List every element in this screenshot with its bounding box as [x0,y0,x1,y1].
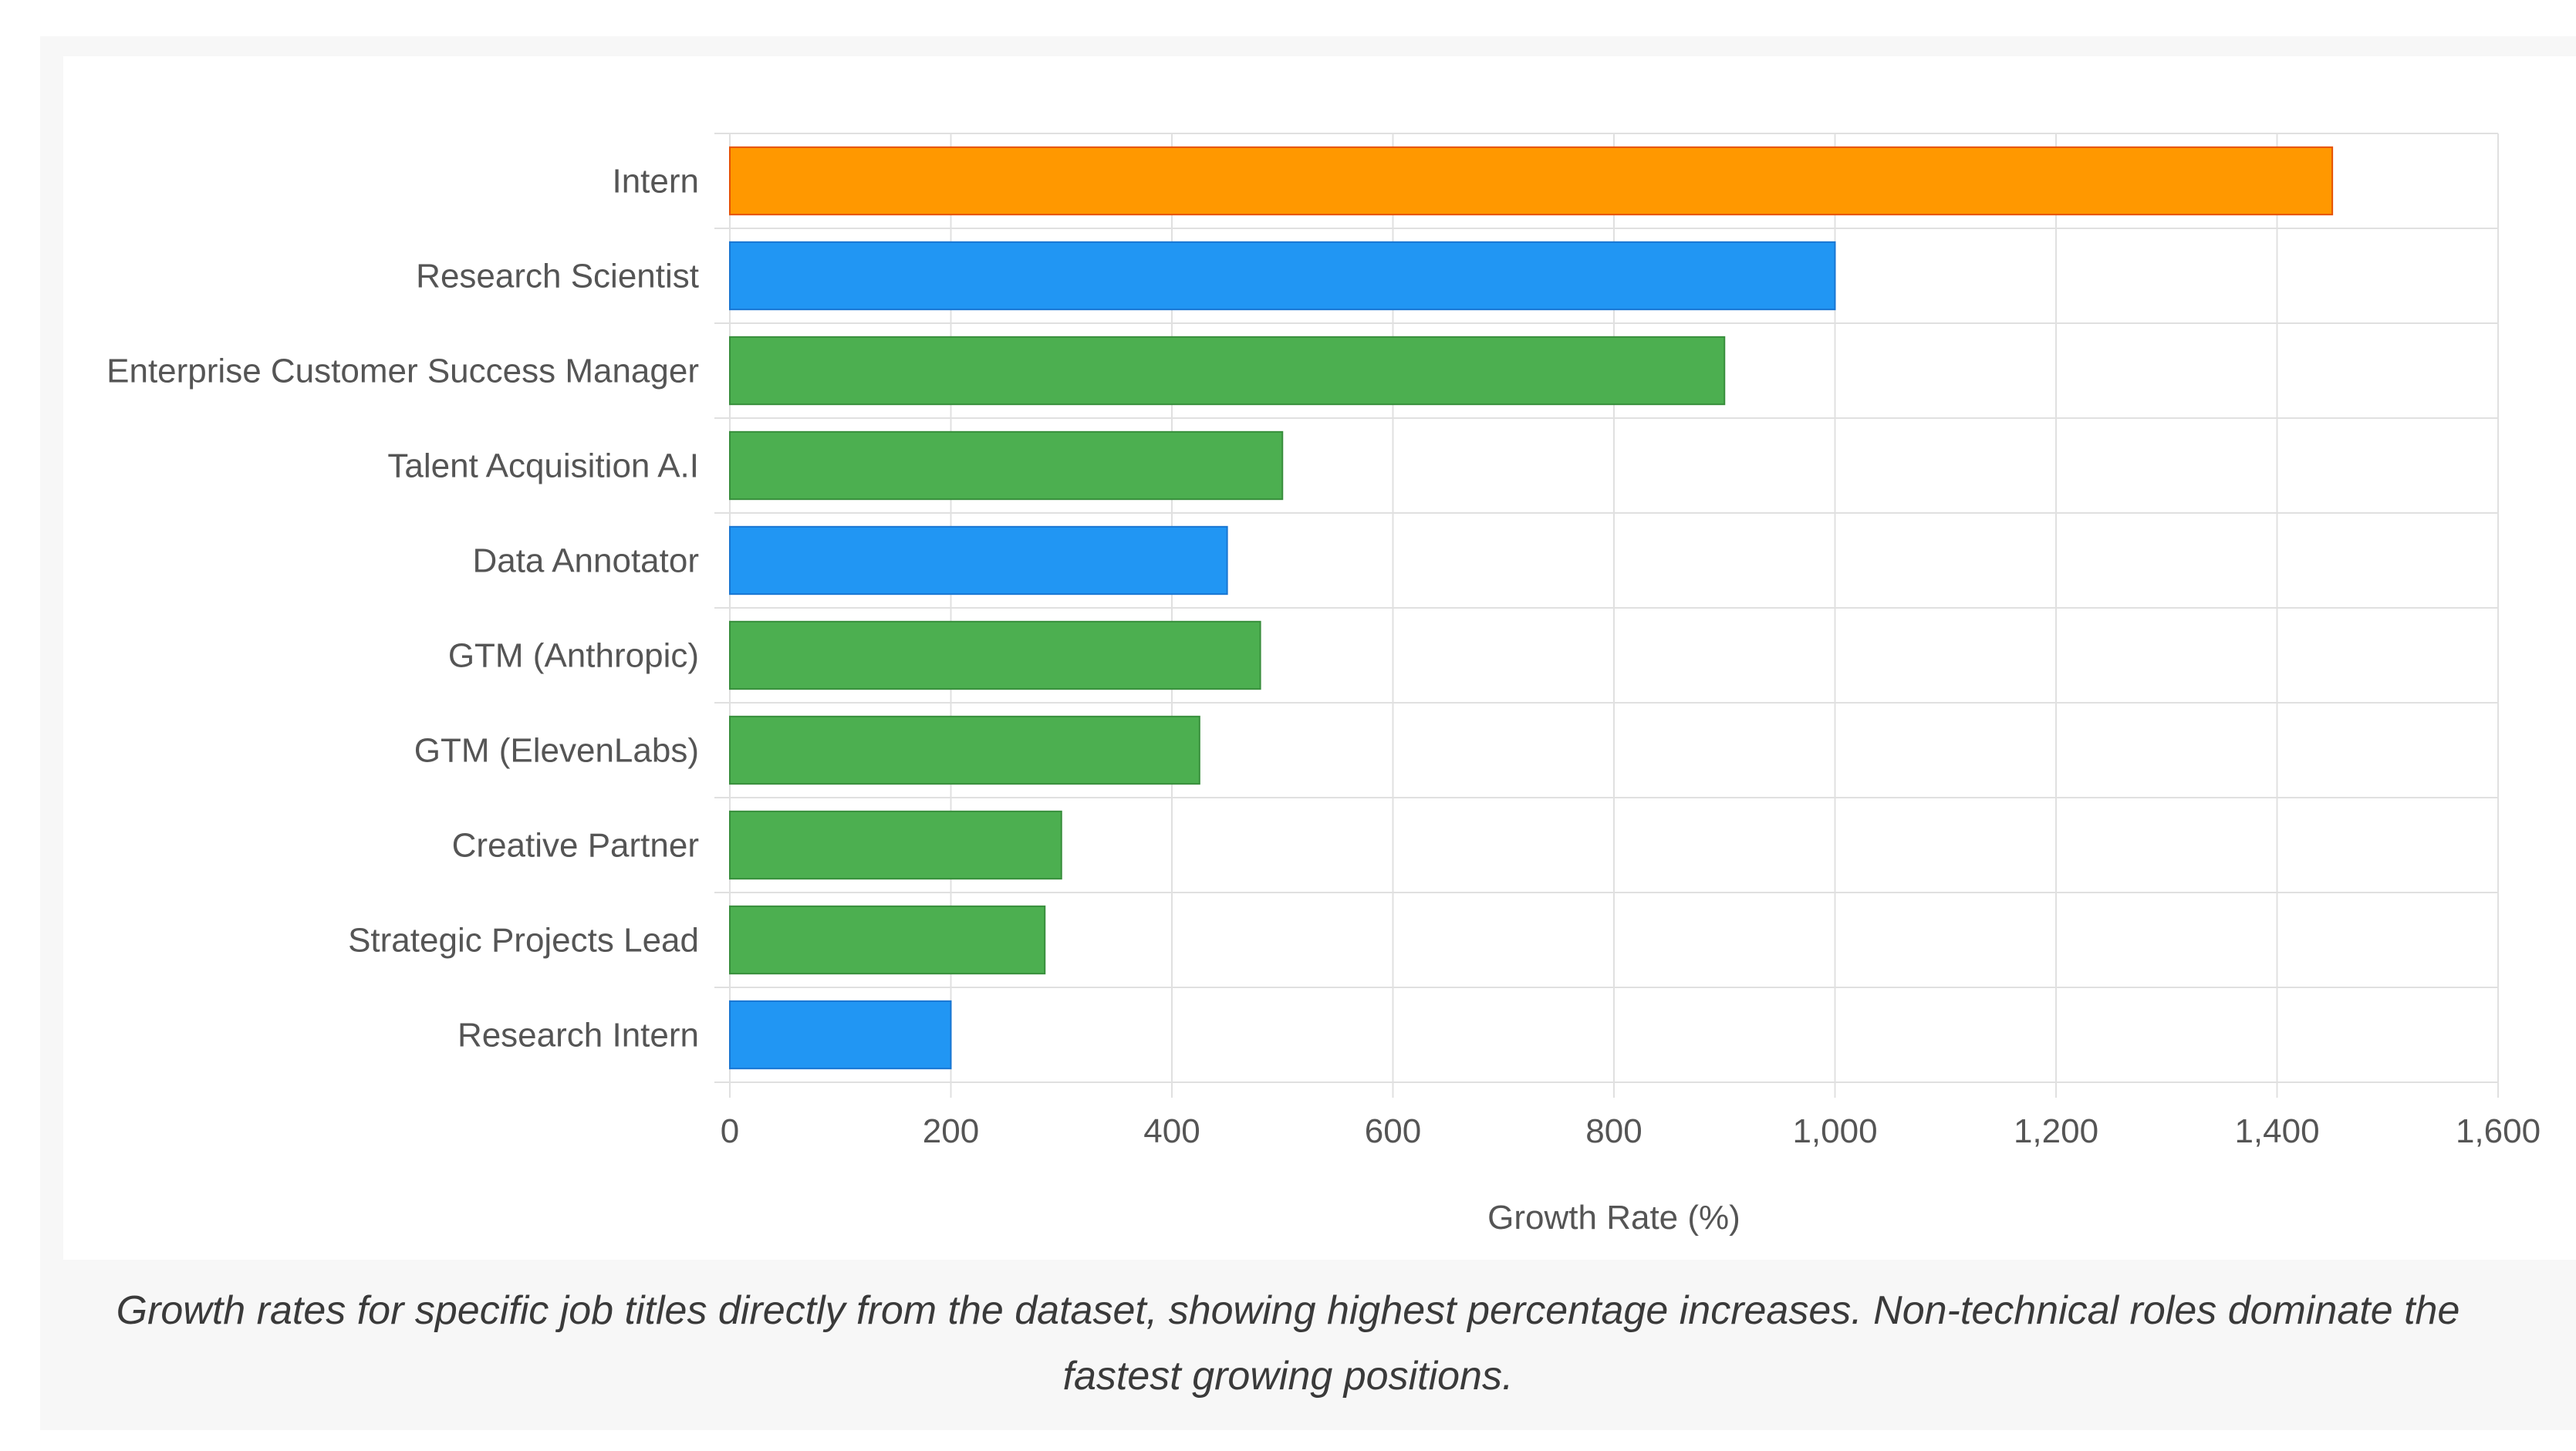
category-label: Research Scientist [416,258,699,295]
bar [729,905,1046,975]
figure-caption: Growth rates for specific job titles dir… [40,1278,2536,1409]
x-tick-label: 1,000 [1792,1112,1877,1150]
x-tick-label: 1,400 [2234,1112,2319,1150]
category-label: Intern [612,163,699,201]
figure-panel: 0 200 400 600 800 1,000 1,200 1,400 1,600 Intern R… [40,36,2576,1430]
x-tick-label: 0 [721,1112,739,1150]
bar [729,336,1726,406]
bar [729,1000,952,1070]
chart-card: 0 200 400 600 800 1,000 1,200 1,400 1,600 Intern R… [63,56,2576,1260]
category-label: Creative Partner [452,827,699,865]
bar [729,241,1836,311]
bar [729,620,1261,690]
category-label: Strategic Projects Lead [348,922,699,960]
x-tick-label: 800 [1585,1112,1642,1150]
x-tick-label: 200 [923,1112,979,1150]
x-tick-label: 400 [1143,1112,1200,1150]
category-label: GTM (Anthropic) [448,637,699,675]
caption-line-2: fastest growing positions. [1062,1354,1514,1399]
bar [729,525,1228,596]
category-label: Research Intern [457,1017,699,1055]
bar-layer [729,146,2334,1070]
category-label: GTM (ElevenLabs) [414,732,699,770]
caption-line-1: Growth rates for specific job titles dir… [116,1288,2460,1333]
x-tick-label: 600 [1365,1112,1421,1150]
growth-rate-bar-chart: 0 200 400 600 800 1,000 1,200 1,400 1,600 Intern R… [106,133,2541,1237]
bar [729,146,2334,216]
x-tick-label: 1,200 [2014,1112,2098,1150]
x-axis-title: Growth Rate (%) [1487,1199,1740,1237]
x-tick-label: 1,600 [2456,1112,2541,1150]
bar [729,715,1200,785]
bar [729,430,1284,501]
bar [729,810,1062,880]
label-layer: 0 200 400 600 800 1,000 1,200 1,400 1,600 Intern R… [106,163,2541,1151]
category-label: Data Annotator [472,542,699,580]
category-label: Talent Acquisition A.I [387,447,699,485]
category-label: Enterprise Customer Success Manager [106,353,699,390]
